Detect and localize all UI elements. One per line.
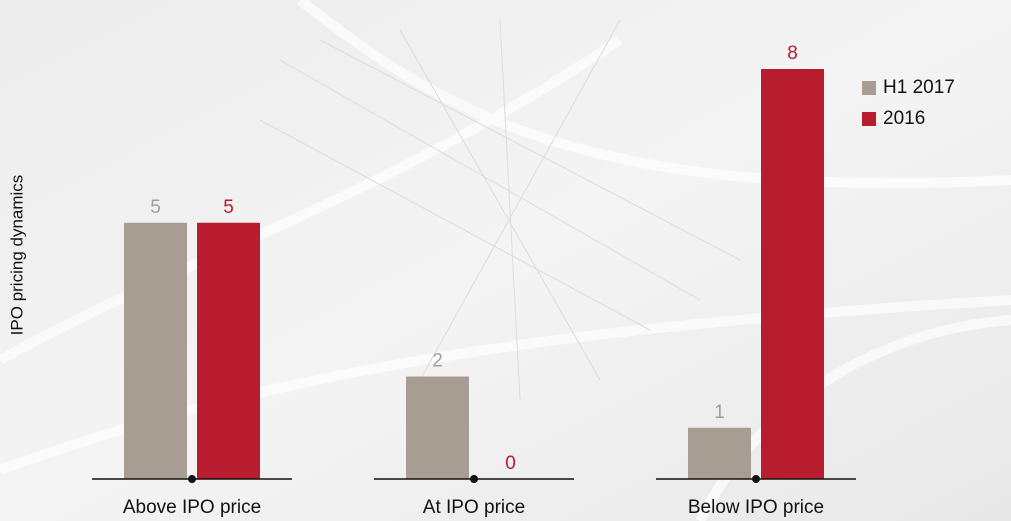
bar [124, 222, 187, 479]
value-label: 5 [223, 197, 234, 218]
value-label: 5 [150, 197, 161, 218]
legend-swatch [862, 81, 876, 95]
x-tick-label: At IPO price [423, 497, 525, 518]
value-label: 0 [505, 453, 516, 474]
value-label: 8 [787, 43, 798, 64]
axis-dot [752, 475, 760, 483]
x-tick-label: Below IPO price [688, 497, 824, 518]
axis-dot [188, 475, 196, 483]
axis-dot [470, 475, 478, 483]
bar [761, 69, 824, 479]
bar [197, 222, 260, 479]
value-label: 2 [432, 351, 443, 372]
legend-label: H1 2017 [883, 77, 955, 98]
y-axis-label: IPO pricing dynamics [7, 175, 26, 336]
background-lattice [259, 19, 741, 401]
legend-label: 2016 [883, 108, 925, 129]
legend-swatch [862, 112, 876, 126]
bar [406, 376, 469, 479]
x-tick-label: Above IPO price [123, 497, 261, 518]
value-label: 1 [714, 402, 725, 423]
bar [688, 427, 751, 479]
